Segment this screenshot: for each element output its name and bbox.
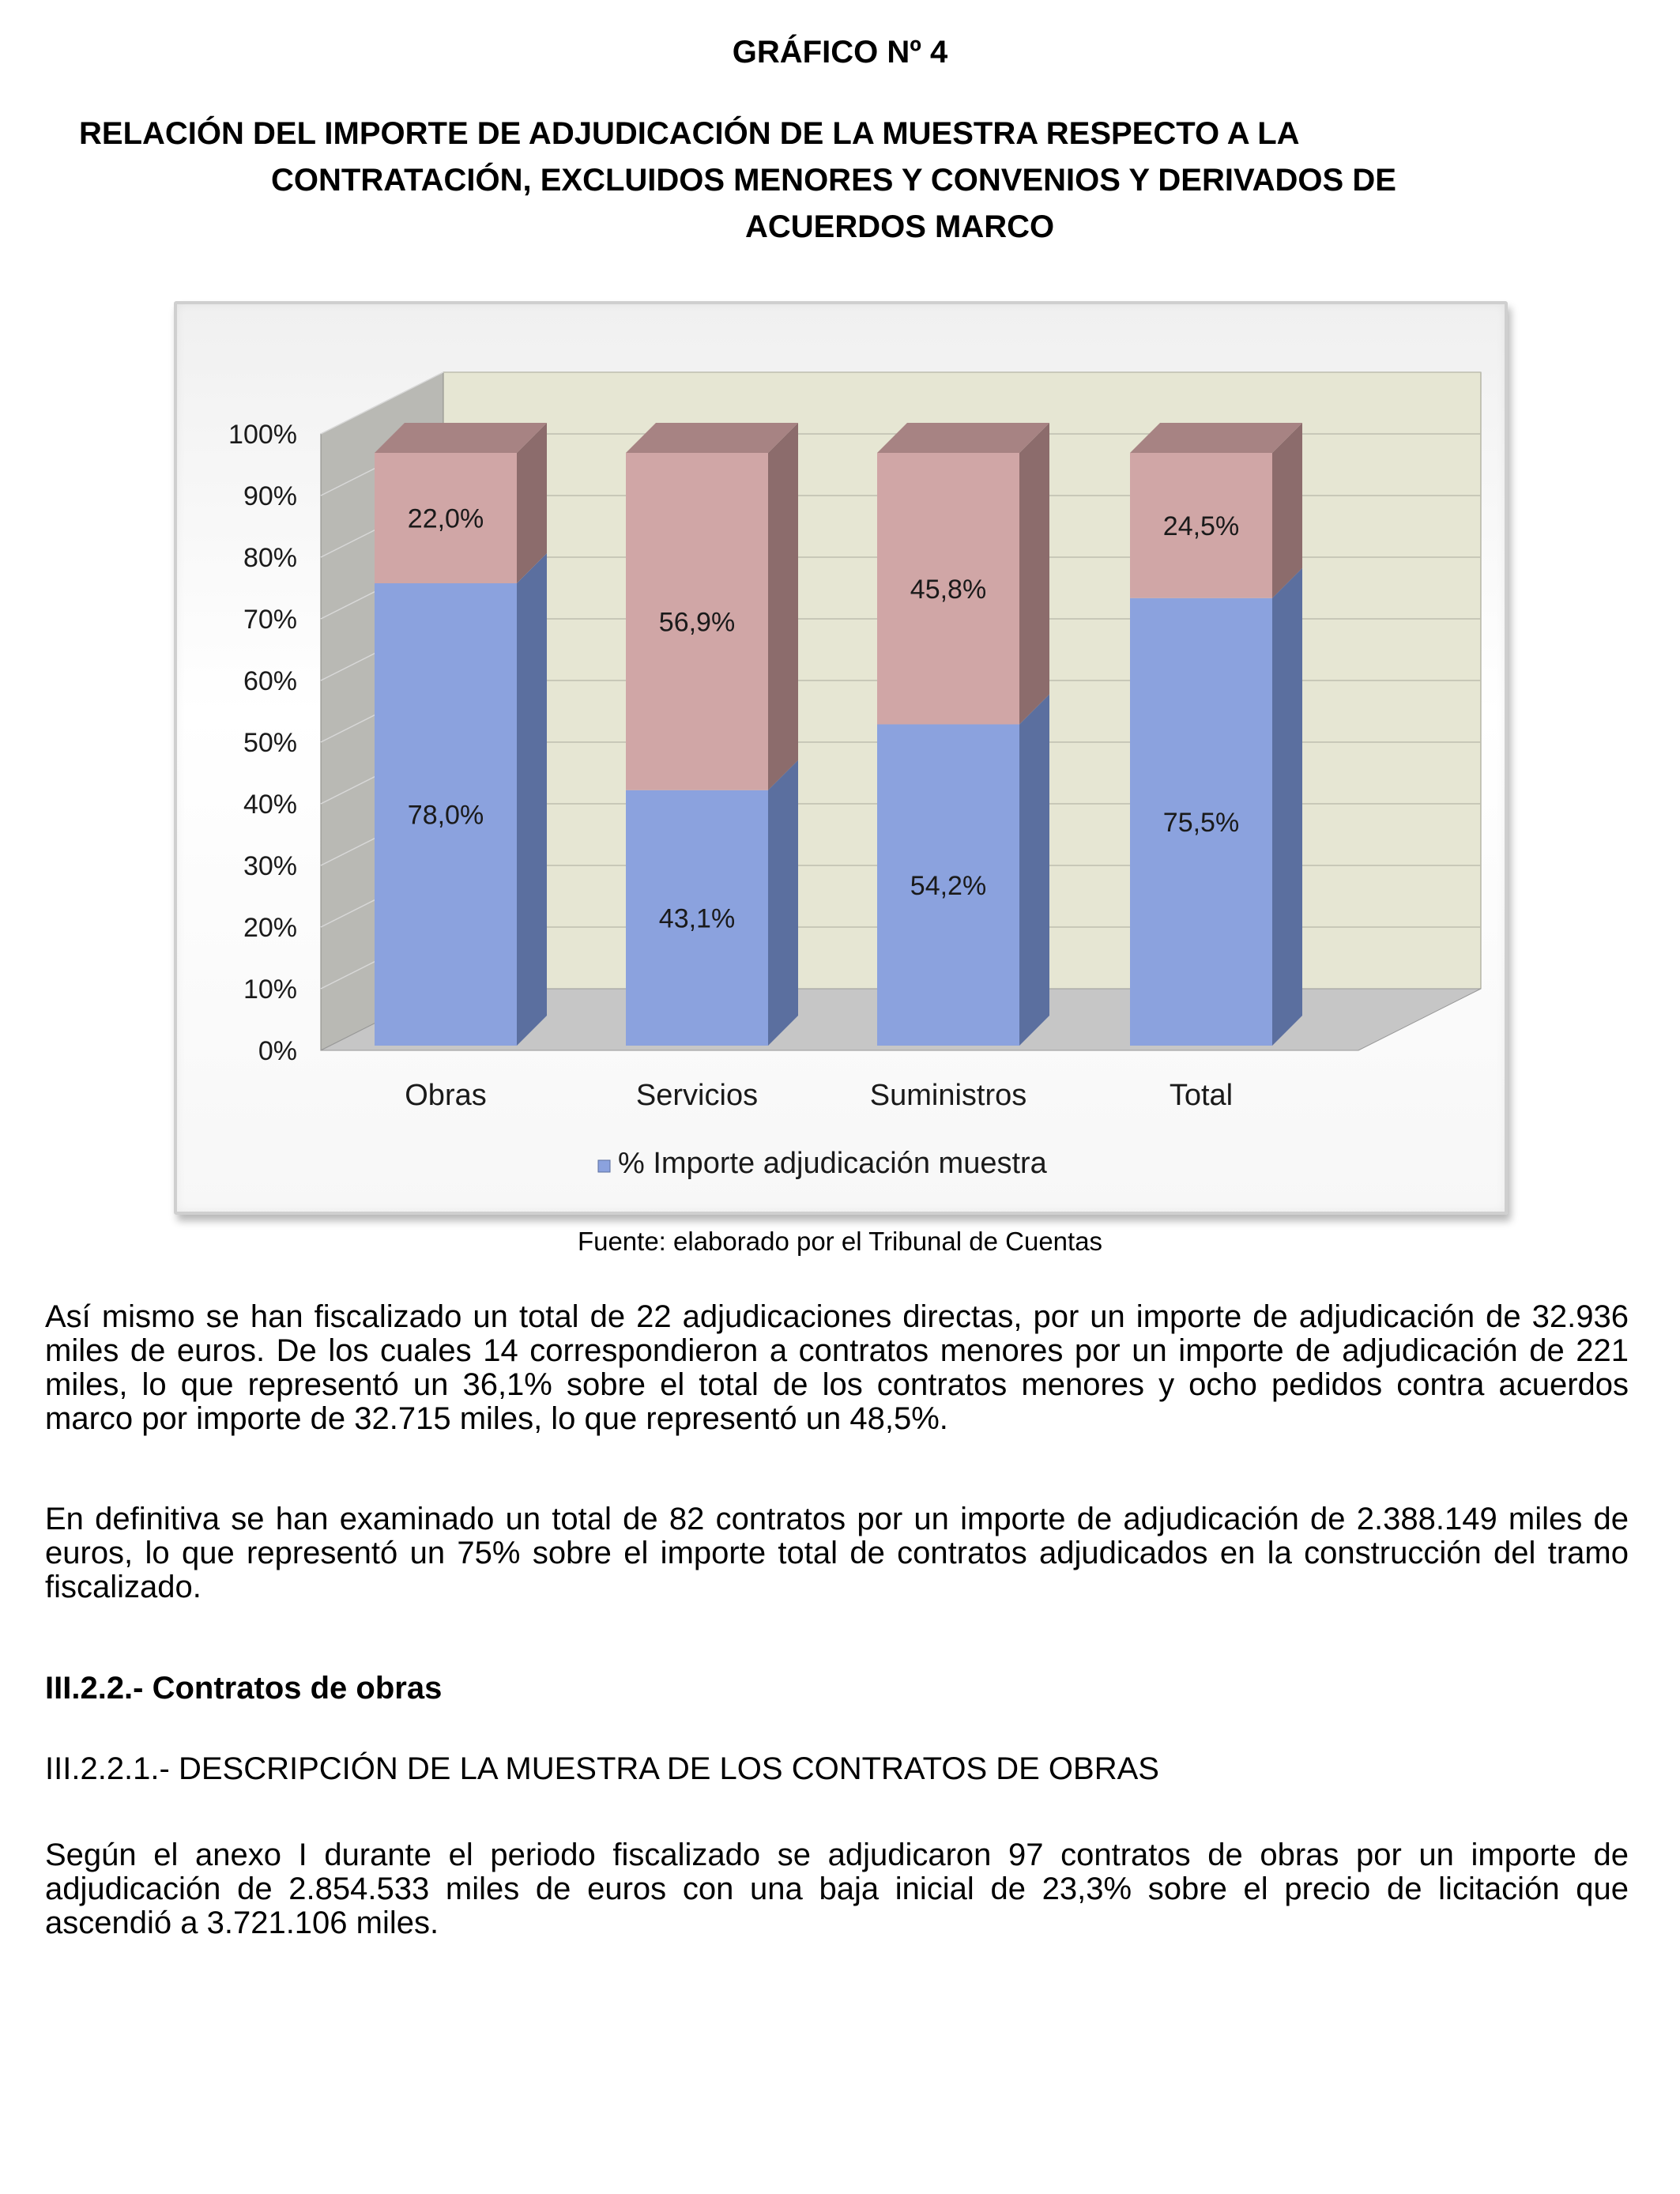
chart-subtitle-line-3: ACUERDOS MARCO	[745, 209, 1055, 244]
bar-side-series2	[768, 423, 798, 790]
data-label-series1: 78,0%	[408, 801, 484, 831]
y-tick-label: 100%	[228, 420, 297, 450]
bar-segment-series2	[1130, 453, 1272, 598]
y-tick-label: 60%	[243, 666, 297, 696]
chart-subtitle-line-1: RELACIÓN DEL IMPORTE DE ADJUDICACIÓN DE …	[79, 116, 1300, 151]
x-axis-ticks: Obras Servicios Suministros Total	[405, 1079, 1233, 1112]
bar-side-series1	[1272, 567, 1302, 1046]
data-label-series2: 24,5%	[1163, 511, 1239, 541]
legend-label: % Importe adjudicación muestra	[618, 1147, 1048, 1180]
bar-segment-series2	[375, 453, 517, 583]
data-label-series2: 56,9%	[659, 607, 735, 637]
y-tick-label: 0%	[258, 1036, 297, 1066]
data-label-series1: 54,2%	[910, 871, 986, 901]
y-tick-label: 80%	[243, 543, 297, 573]
bar-top-face	[1130, 423, 1302, 453]
paragraph-works-contracts: Según el anexo I durante el periodo fisc…	[45, 1838, 1629, 1940]
chart-subtitle-line-2: CONTRATACIÓN, EXCLUIDOS MENORES Y CONVEN…	[271, 163, 1396, 198]
data-label-series1: 75,5%	[1163, 808, 1239, 838]
gridline-side	[320, 371, 444, 435]
y-tick-label: 40%	[243, 790, 297, 820]
y-tick-label: 90%	[243, 481, 297, 511]
bar-top-face	[626, 423, 798, 453]
x-tick-label: Servicios	[636, 1079, 758, 1112]
bar-segment-series1	[1130, 598, 1272, 1046]
bar-side-series2	[1272, 423, 1302, 598]
paragraph-direct-awards: Así mismo se han fiscalizado un total de…	[45, 1299, 1629, 1436]
x-tick-label: Total	[1170, 1079, 1233, 1112]
paragraph-total-examined: En definitiva se han examinado un total …	[45, 1502, 1629, 1604]
data-label-series2: 22,0%	[408, 504, 484, 534]
bar-segment-series2	[626, 453, 768, 790]
bar-side-series2	[517, 423, 547, 583]
bar-top-face	[877, 423, 1049, 453]
chart-data-labels: 78,0% 22,0% 43,1% 56,9% 54,2% 45,8% 75,5% 24,5%	[408, 504, 1239, 934]
y-tick-label: 30%	[243, 851, 297, 881]
x-tick-label: Suministros	[870, 1079, 1027, 1112]
bar-segment-series1	[877, 724, 1019, 1046]
bar-segment-series1	[375, 583, 517, 1046]
chart-number-title: GRÁFICO Nº 4	[732, 35, 948, 70]
bar-side-series1	[517, 553, 547, 1046]
section-heading: III.2.2.- Contratos de obras	[45, 1671, 443, 1706]
y-axis-ticks: 0% 10% 20% 30% 40% 50% 60% 70% 80% 90% 100%	[228, 420, 297, 1066]
y-tick-label: 20%	[243, 913, 297, 943]
bar-side-series2	[1019, 423, 1049, 725]
y-tick-label: 50%	[243, 728, 297, 758]
chart-frame: 78,0% 22,0% 43,1% 56,9% 54,2% 45,8% 75,5% 24,5%…	[174, 301, 1508, 1215]
bar-segment-series1	[626, 790, 768, 1046]
bar-top-face	[375, 423, 547, 453]
bar-segment-series2	[877, 453, 1019, 725]
chart-legend: % Importe adjudicación muestra	[597, 1147, 1048, 1180]
data-label-series1: 43,1%	[659, 903, 735, 933]
source-note: Fuente: elaborado por el Tribunal de Cue…	[577, 1227, 1103, 1256]
bar-side-series1	[1019, 694, 1049, 1046]
data-label-series2: 45,8%	[910, 575, 986, 605]
bar-side-series1	[768, 760, 798, 1046]
chart-subtitle: RELACIÓN DEL IMPORTE DE ADJUDICACIÓN DE …	[79, 111, 1680, 251]
legend-swatch	[597, 1159, 611, 1173]
x-tick-label: Obras	[405, 1079, 486, 1112]
subsection-heading: III.2.2.1.- DESCRIPCIÓN DE LA MUESTRA DE…	[45, 1751, 1159, 1786]
y-tick-label: 70%	[243, 605, 297, 635]
stacked-bar-chart: 78,0% 22,0% 43,1% 56,9% 54,2% 45,8% 75,5% 24,5%…	[228, 371, 1482, 1180]
y-tick-label: 10%	[243, 974, 297, 1005]
chart-bars	[375, 423, 1302, 1046]
